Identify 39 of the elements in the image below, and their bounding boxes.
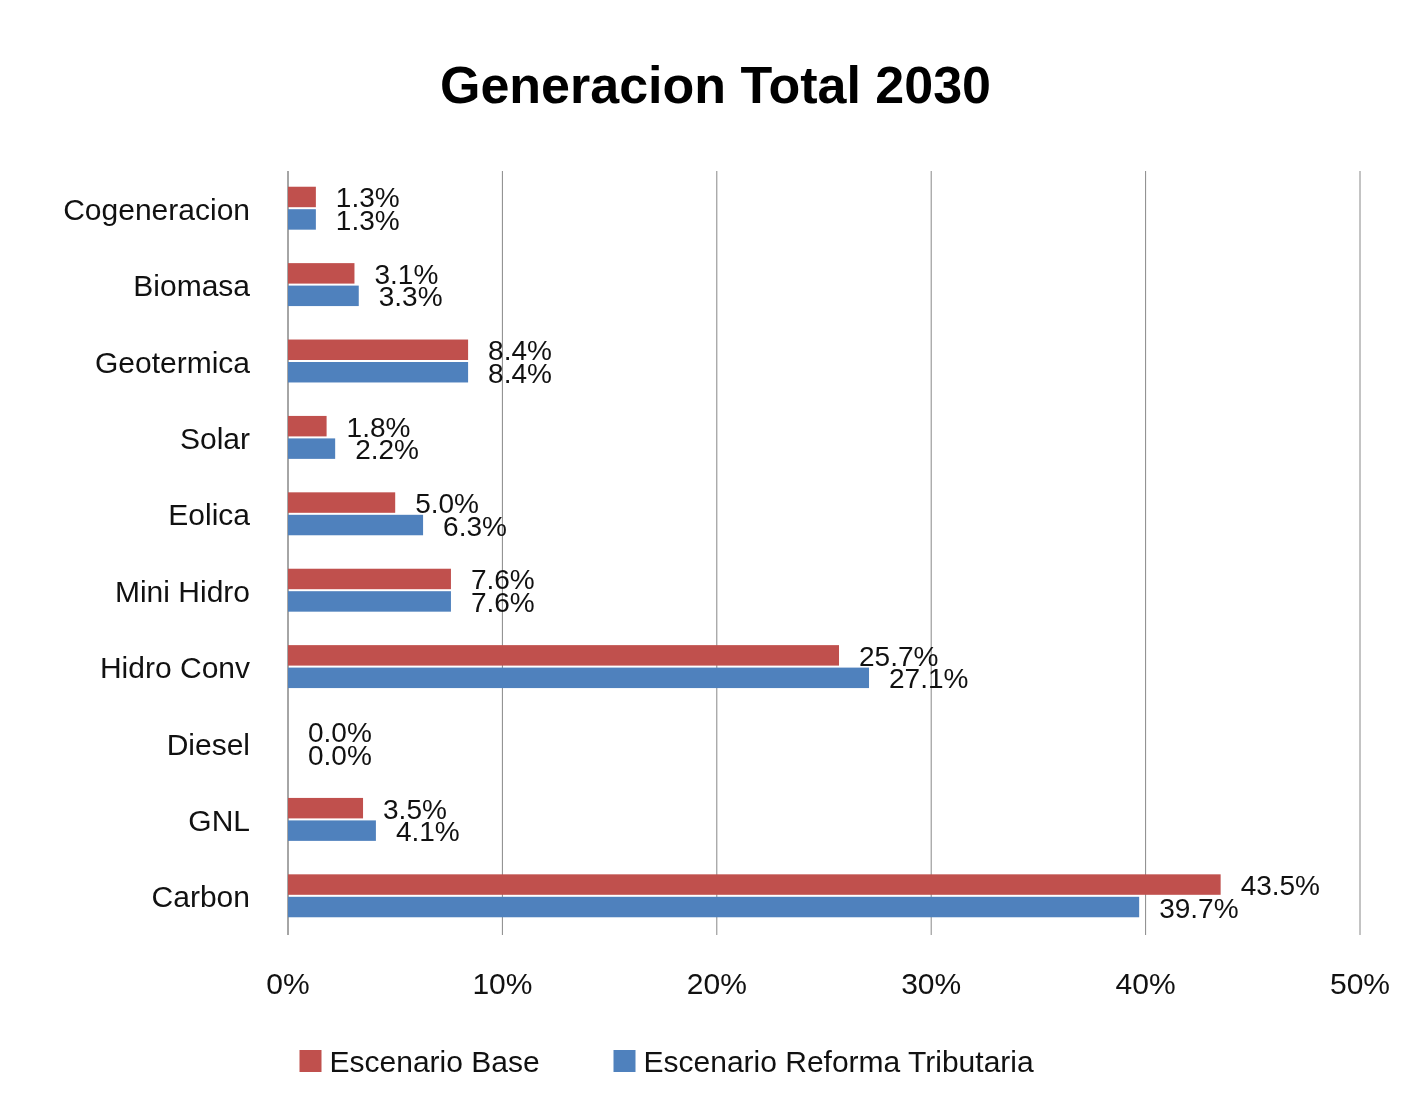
bar [288,591,451,612]
bar [288,339,469,360]
y-tick-label: Eolica [168,498,251,532]
bar [288,438,336,459]
chart-title: Generacion Total 2030 [439,56,992,114]
x-tick-label: 40% [1115,966,1176,1000]
x-tick-label: 30% [901,966,962,1000]
bar [288,209,316,230]
x-tick-label: 0% [266,966,310,1000]
bar [288,874,1221,895]
bar [288,667,870,689]
x-tick-label: 50% [1329,966,1391,1000]
bar [288,568,451,590]
y-tick-label: Geotermica [94,345,251,379]
x-tick-label: 20% [686,966,747,1000]
y-tick-label: Diesel [166,727,250,761]
bar [288,263,355,284]
bar [288,645,840,666]
data-label: 39.7% [1159,892,1239,924]
bar [288,896,1140,918]
y-tick-label: Solar [179,421,250,455]
x-tick-label: 10% [472,966,533,1000]
legend-label: Escenario Reforma Tributaria [643,1044,1034,1078]
bar [288,285,359,307]
bar [288,415,327,437]
y-tick-label: GNL [188,803,250,837]
bar [288,362,469,383]
y-tick-label: Cogeneracion [63,192,250,226]
bar [288,797,364,819]
bar [288,492,396,513]
legend-label: Escenario Base [329,1044,540,1078]
bar [288,514,424,536]
y-tick-label: Hidro Conv [99,651,250,685]
y-tick-label: Carbon [151,880,250,914]
y-tick-label: Mini Hidro [114,574,250,608]
y-tick-label: Biomasa [133,269,251,303]
bar [288,186,316,208]
bar [288,820,376,841]
data-label: 43.5% [1240,870,1321,902]
